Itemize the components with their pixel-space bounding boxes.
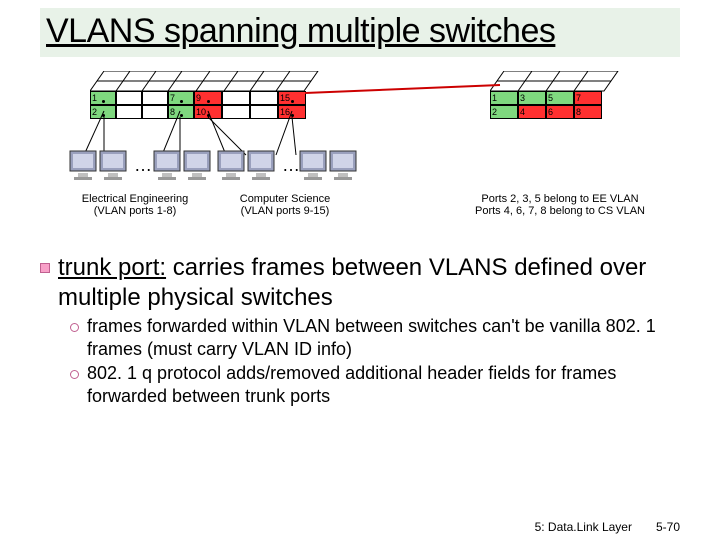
diagram: 1 7 9 15 2 8 10 16 1: [40, 71, 680, 241]
footer-page: 5-70: [656, 520, 680, 534]
monitor-icon: [246, 149, 280, 183]
monitor-icon: [98, 149, 132, 183]
port-label: 8: [576, 107, 581, 117]
sub-bullet-1: frames forwarded within VLAN between swi…: [87, 315, 680, 360]
r-port-4: 4: [518, 105, 546, 119]
r-port-7: 7: [574, 91, 602, 105]
footer-chapter: 5: Data.Link Layer: [535, 520, 632, 534]
title-container: VLANS spanning multiple switches: [40, 8, 680, 57]
port-label: 5: [548, 93, 553, 103]
sub-bullet-row-1: frames forwarded within VLAN between swi…: [70, 315, 680, 360]
ellipsis: …: [134, 155, 152, 176]
r-port-5: 5: [546, 91, 574, 105]
port-7: 7: [168, 91, 194, 105]
port-label: 4: [520, 107, 525, 117]
monitor-icon: [328, 149, 362, 183]
caption-right: Ports 2, 3, 5 belong to EE VLAN Ports 4,…: [460, 193, 660, 217]
bullet-circle-icon: [70, 370, 79, 379]
port-label: 6: [548, 107, 553, 117]
caption-ee: Electrical Engineering (VLAN ports 1-8): [70, 193, 200, 217]
r-port-6: 6: [546, 105, 574, 119]
body-content: trunk port: carries frames between VLANS…: [40, 253, 680, 407]
main-bullet-text: trunk port: carries frames between VLANS…: [58, 253, 680, 313]
page-title: VLANS spanning multiple switches: [46, 12, 674, 51]
port-label: 7: [576, 93, 581, 103]
monitor-icon: [68, 149, 102, 183]
trunk-port-label: trunk port:: [58, 254, 166, 281]
port-label: 1: [92, 93, 97, 103]
r-port-8: 8: [574, 105, 602, 119]
slide: VLANS spanning multiple switches 1 7: [0, 8, 720, 548]
bullet-circle-icon: [70, 323, 79, 332]
monitor-icon: [182, 149, 216, 183]
main-bullet-row: trunk port: carries frames between VLANS…: [40, 253, 680, 313]
port-blank: [142, 91, 168, 105]
port-1: 1: [90, 91, 116, 105]
caption-cs: Computer Science (VLAN ports 9-15): [220, 193, 350, 217]
port-15: 15: [278, 91, 306, 105]
bullet-square-icon: [40, 263, 50, 273]
port-blank: [250, 91, 278, 105]
port-label: 7: [170, 93, 175, 103]
port-blank: [116, 91, 142, 105]
monitor-icon: [152, 149, 186, 183]
port-label: 3: [520, 93, 525, 103]
sub-bullet-row-2: 802. 1 q protocol adds/removed additiona…: [70, 362, 680, 407]
port-label: 9: [196, 93, 201, 103]
port-label: 15: [280, 93, 290, 103]
r-port-3: 3: [518, 91, 546, 105]
monitor-icon: [216, 149, 250, 183]
port-9: 9: [194, 91, 222, 105]
trunk-cable: [305, 81, 505, 111]
left-switch-top: [90, 71, 320, 93]
footer: 5: Data.Link Layer 5-70: [535, 520, 680, 534]
monitor-icon: [298, 149, 332, 183]
port-blank: [222, 91, 250, 105]
sub-bullet-2: 802. 1 q protocol adds/removed additiona…: [87, 362, 680, 407]
right-switch-top: [490, 71, 620, 93]
